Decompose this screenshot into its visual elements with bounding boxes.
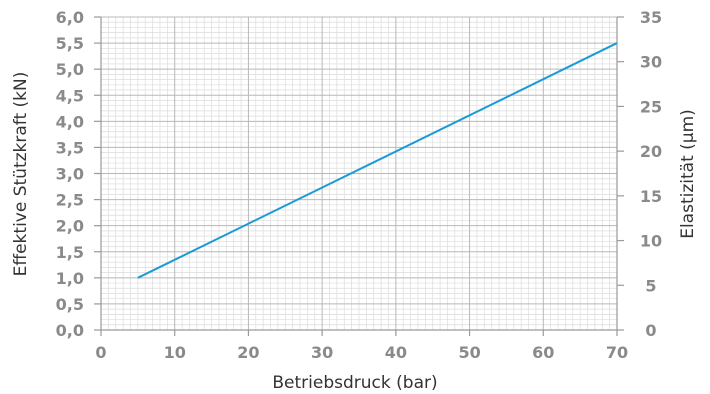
- y-tick-label: 0,0: [56, 321, 84, 340]
- data-series: [137, 42, 618, 279]
- y2-tick-label: 10: [640, 232, 662, 251]
- x-tick-label: 50: [458, 343, 480, 362]
- x-tick-label: 10: [164, 343, 186, 362]
- y-tick-label: 4,5: [56, 86, 84, 105]
- y-tick-label: 4,0: [56, 112, 84, 131]
- left-tick-labels: 0,0 0,5 1,0 1,5 2,0 2,5 3,0 3,5 4,0 4,5 5,0 5,5 6,0: [56, 8, 84, 340]
- y2-tick-label: 25: [640, 97, 662, 116]
- x-tick-label: 0: [95, 343, 106, 362]
- y-axis-label: Effektive Stützkraft (kN): [11, 72, 31, 277]
- y2-tick-label: 35: [640, 8, 662, 27]
- x-tick-label: 40: [385, 343, 407, 362]
- y2-tick-label: 5: [645, 276, 656, 295]
- right-tick-labels: 0 5 10 15 20 25 30 35: [640, 8, 662, 340]
- x-tick-label: 60: [532, 343, 554, 362]
- y-tick-label: 3,5: [56, 138, 84, 157]
- y2-tick-label: 0: [645, 321, 656, 340]
- x-tick-label: 70: [606, 343, 628, 362]
- y2-tick-label: 30: [640, 53, 662, 72]
- y-tick-label: 2,0: [56, 217, 84, 236]
- x-tick-label: 20: [237, 343, 259, 362]
- axes: [94, 16, 624, 336]
- y-tick-label: 5,0: [56, 60, 84, 79]
- y-tick-label: 2,5: [56, 191, 84, 210]
- y-tick-label: 1,5: [56, 243, 84, 262]
- y2-tick-label: 20: [640, 142, 662, 161]
- y-tick-label: 0,5: [56, 295, 84, 314]
- y-tick-label: 1,0: [56, 269, 84, 288]
- y2-tick-label: 15: [640, 187, 662, 206]
- x-axis-label: Betriebsdruck (bar): [272, 373, 437, 393]
- x-tick-label: 30: [311, 343, 333, 362]
- y2-axis-label: Elastizität (µm): [678, 109, 698, 239]
- y-tick-label: 3,0: [56, 165, 84, 184]
- y-tick-label: 6,0: [56, 8, 84, 27]
- bottom-tick-labels: 0 10 20 30 40 50 60 70: [95, 343, 628, 362]
- series-line: [137, 42, 618, 279]
- y-tick-label: 5,5: [56, 34, 84, 53]
